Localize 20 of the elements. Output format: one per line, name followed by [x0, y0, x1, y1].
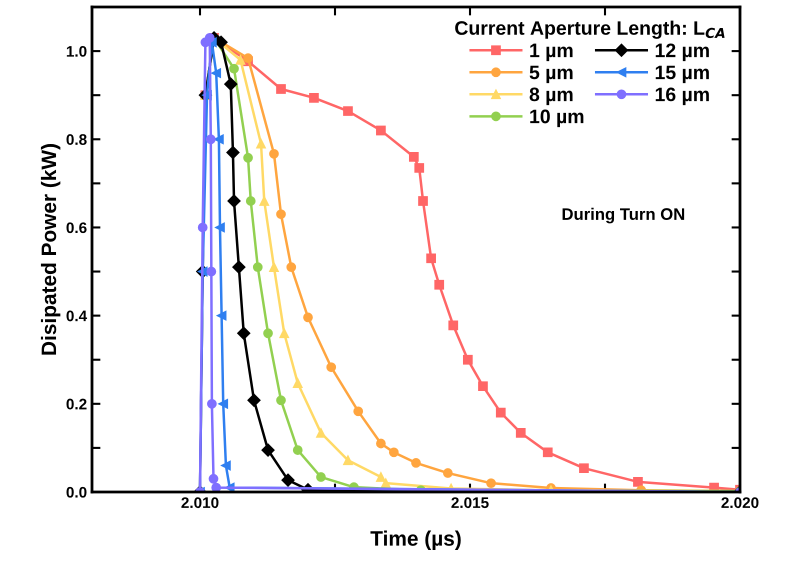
legend-label: 5 µm — [530, 66, 573, 84]
y-tick-label: 0.0 — [66, 486, 87, 498]
y-tick-label: 0.8 — [66, 134, 87, 145]
legend-label: 8 µm — [530, 88, 573, 106]
legend-label: 12 µm — [656, 43, 709, 62]
y-tick-label: 1.0 — [66, 46, 87, 57]
x-axis-title: Time (µs) — [370, 530, 461, 550]
legend-label: 15 µm — [656, 66, 709, 84]
y-tick-label: 0.4 — [66, 310, 88, 322]
legend-label: 1 µm — [530, 44, 573, 62]
legend-label: 10 µm — [530, 110, 584, 128]
x-tick-label: 2.010 — [181, 497, 218, 508]
legend-title: Current Aperture Length: L$_{CA}$ — [455, 20, 725, 39]
y-tick-label: 0.6 — [66, 222, 87, 234]
legend-label: 16 µm — [656, 88, 709, 106]
y-tick-label: 0.2 — [66, 398, 87, 410]
x-tick-label: 2.015 — [451, 497, 489, 508]
annotation: During Turn ON — [562, 208, 684, 224]
x-tick-label: 2.020 — [721, 497, 758, 508]
y-axis-title: Disipated Power (kW) — [40, 144, 60, 355]
